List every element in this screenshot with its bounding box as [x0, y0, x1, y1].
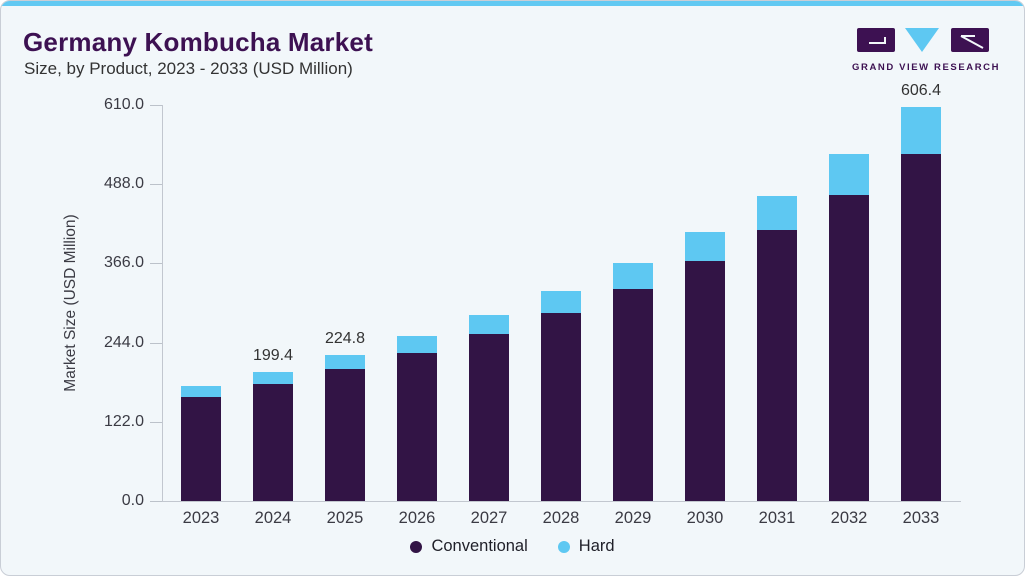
bar-value-label: 224.8	[324, 330, 366, 348]
bar-conventional	[613, 288, 653, 501]
legend-item-conventional: Conventional	[410, 537, 528, 556]
y-axis-tick-label: 122.0	[103, 412, 144, 430]
y-axis-tick	[150, 421, 162, 423]
x-axis-year-label: 2031	[758, 509, 796, 527]
bar-hard	[829, 154, 869, 195]
gvr-logo-text: GRAND VIEW RESEARCH	[852, 62, 1001, 73]
bar-conventional	[469, 333, 509, 501]
bar-hard	[181, 386, 221, 397]
y-axis-title: Market Size (USD Million)	[62, 214, 79, 392]
bar-conventional	[829, 194, 869, 501]
y-axis-tick-label: 0.0	[121, 492, 144, 509]
legend-dot-hard	[557, 540, 570, 553]
bar-conventional	[757, 229, 797, 501]
bar-hard	[397, 336, 437, 353]
x-axis-year-label: 2032	[830, 509, 868, 527]
bar-conventional	[397, 352, 437, 501]
accent-top-strip	[1, 1, 1024, 6]
gvr-logo-mark	[857, 28, 989, 52]
x-axis-year-label: 2023	[182, 509, 220, 527]
bar-hard	[253, 371, 293, 385]
bar-value-label: 606.4	[900, 82, 942, 100]
bar-hard	[685, 231, 725, 262]
x-axis-year-label: 2030	[686, 509, 724, 527]
x-axis-year-label: 2027	[470, 509, 508, 527]
legend-label: Hard	[578, 537, 615, 555]
bar-value-label: 199.4	[252, 346, 294, 364]
x-axis-year-label: 2028	[542, 509, 580, 527]
x-axis-year-label: 2029	[614, 509, 652, 527]
bar-conventional	[685, 261, 725, 501]
y-axis-tick	[150, 263, 162, 265]
bar-conventional	[901, 154, 941, 501]
bar-hard	[757, 195, 797, 230]
y-axis-tick	[150, 342, 162, 344]
y-axis-tick-label: 244.0	[103, 333, 144, 351]
x-axis-year-label: 2026	[398, 509, 436, 527]
page-subtitle: Size, by Product, 2023 - 2033 (USD Milli…	[24, 59, 353, 78]
bar-hard	[541, 290, 581, 313]
page-title: Germany Kombucha Market	[23, 27, 373, 57]
bar-conventional	[541, 312, 581, 501]
x-axis-year-label: 2025	[326, 509, 364, 527]
x-axis-year-label: 2033	[902, 509, 940, 527]
bar-hard	[901, 107, 941, 154]
legend-label: Conventional	[431, 537, 528, 555]
x-axis-year-label: 2024	[254, 509, 292, 527]
bar-conventional	[253, 384, 293, 501]
bar-hard	[613, 262, 653, 289]
y-axis-line	[162, 105, 163, 501]
y-axis-tick	[150, 501, 162, 502]
bar-conventional	[325, 369, 365, 501]
y-axis-tick	[150, 105, 162, 106]
y-axis-tick-label: 366.0	[103, 254, 144, 272]
chart-legend: Conventional Hard	[1, 537, 1024, 556]
y-axis-tick-label: 610.0	[103, 96, 144, 113]
legend-dot-conventional	[410, 540, 423, 553]
y-axis-tick-label: 488.0	[103, 175, 144, 193]
bar-hard	[325, 355, 365, 370]
bar-hard	[469, 315, 509, 334]
x-axis-line	[162, 501, 961, 502]
legend-item-hard: Hard	[557, 537, 615, 556]
gvr-logo: GRAND VIEW RESEARCH	[852, 28, 1001, 73]
y-axis-tick	[150, 184, 162, 186]
bar-conventional	[181, 396, 221, 501]
